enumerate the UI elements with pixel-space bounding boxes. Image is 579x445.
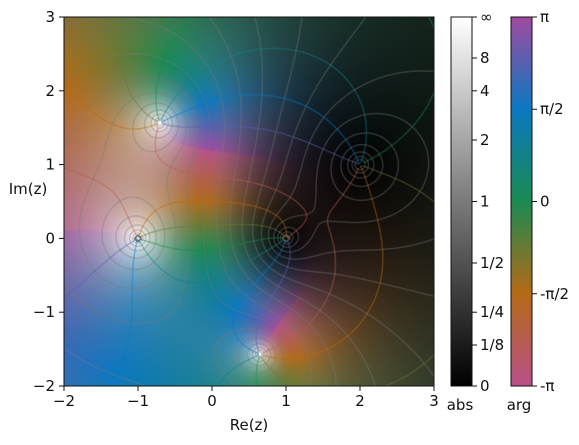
abs-tick-label: 2 [480, 131, 490, 149]
contour-lines [64, 17, 434, 386]
arg-contour-line [64, 122, 358, 352]
abs-colorbar: 0 1/8 1/4 1/2 1 2 4 8 ∞ abs [447, 8, 504, 414]
arg-contour-line [141, 17, 434, 386]
arg-contour-line [112, 93, 359, 386]
arg-contour-line [115, 17, 434, 386]
x-tick-label: 3 [429, 392, 439, 410]
abs-contour-line [64, 76, 284, 386]
abs-contour-line [134, 143, 384, 246]
abs-contour-line [123, 113, 266, 360]
abs-colorbar-ticks: 0 1/8 1/4 1/2 1 2 4 8 ∞ [472, 8, 504, 395]
y-tick-label: 1 [45, 156, 55, 174]
y-tick-label: 3 [45, 8, 55, 26]
abs-contour-line [128, 116, 263, 359]
plot-frame [63, 16, 435, 387]
abs-contour-line [134, 112, 430, 253]
x-tick-label: −2 [53, 392, 75, 410]
y-tick-label: 2 [45, 82, 55, 100]
abs-contour-line [134, 17, 434, 298]
abs-tick-label: 1/8 [480, 336, 504, 354]
abs-tick-label: 1/4 [480, 303, 504, 321]
arg-contour-line [64, 84, 384, 360]
abs-contour-line [134, 70, 434, 260]
x-tick-label: 1 [281, 392, 291, 410]
abs-contour-line [134, 158, 367, 243]
x-tick-label: −1 [127, 392, 149, 410]
arg-colorbar: -π -π/2 0 π/2 π arg [507, 8, 569, 414]
arg-contour-line [64, 127, 360, 354]
y-tick-label: −1 [33, 303, 55, 321]
arg-colorbar-label: arg [507, 396, 532, 414]
abs-contour-line [115, 109, 268, 363]
abs-contour-line [134, 132, 400, 249]
y-tick-label: 0 [45, 229, 55, 247]
arg-tick-label: π/2 [540, 100, 564, 118]
arg-contour-line [136, 47, 368, 386]
arg-tick-label: π [540, 8, 549, 26]
abs-tick-label: 0 [480, 377, 490, 395]
abs-tick-label: ∞ [480, 8, 493, 26]
abs-contour-line [134, 155, 370, 243]
arg-colorbar-gradient [510, 16, 533, 387]
abs-contour-line [64, 17, 312, 386]
abs-colorbar-gradient [450, 16, 473, 387]
x-axis-label: Re(z) [230, 416, 269, 434]
abs-colorbar-label: abs [447, 396, 474, 414]
x-axis-ticks: −2 −1 0 1 2 3 [53, 386, 439, 410]
arg-tick-label: -π/2 [540, 285, 569, 303]
abs-contour-line [64, 52, 295, 386]
abs-tick-label: 4 [480, 82, 490, 100]
y-tick-label: −2 [33, 377, 55, 395]
abs-tick-label: 8 [480, 49, 490, 67]
abs-contour-line [134, 17, 338, 386]
abs-tick-label: 1 [480, 193, 490, 211]
y-axis-ticks: −2 −1 0 1 2 3 [33, 8, 64, 395]
arg-tick-label: 0 [540, 193, 550, 211]
x-tick-label: 0 [207, 392, 217, 410]
abs-contour-line [134, 151, 375, 243]
abs-contour-line [78, 92, 277, 375]
abs-contour-line [131, 118, 165, 245]
arg-tick-label: -π [540, 377, 554, 395]
arg-colorbar-ticks: -π -π/2 0 π/2 π [532, 8, 569, 395]
abs-contour-line [134, 17, 377, 386]
abs-contour-line [101, 102, 272, 367]
domain-coloring-image [64, 17, 434, 386]
x-tick-label: 2 [355, 392, 365, 410]
abs-tick-label: 1/2 [480, 254, 504, 272]
plot-area [63, 16, 435, 387]
abs-contour-line [160, 120, 163, 123]
y-axis-label: Im(z) [9, 180, 48, 198]
